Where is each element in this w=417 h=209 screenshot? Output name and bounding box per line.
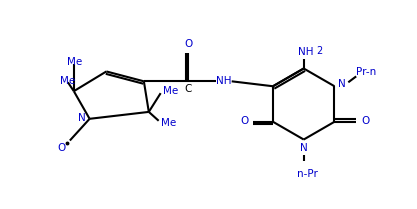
Text: Me: Me — [161, 118, 176, 128]
Text: N: N — [78, 113, 85, 123]
Text: 2: 2 — [317, 46, 323, 56]
Text: N: N — [339, 79, 346, 89]
Text: NH: NH — [298, 47, 314, 57]
Text: O: O — [240, 116, 249, 126]
Text: O: O — [58, 143, 66, 153]
Text: n-Pr: n-Pr — [297, 169, 318, 179]
Text: Me: Me — [163, 86, 178, 96]
Text: C: C — [185, 84, 192, 94]
Text: Me: Me — [60, 76, 75, 86]
Text: N: N — [300, 143, 308, 153]
Text: NH: NH — [216, 76, 231, 86]
Text: O: O — [361, 116, 369, 126]
Text: Pr-n: Pr-n — [356, 68, 376, 77]
Text: O: O — [184, 39, 192, 49]
Text: Me: Me — [67, 57, 82, 67]
